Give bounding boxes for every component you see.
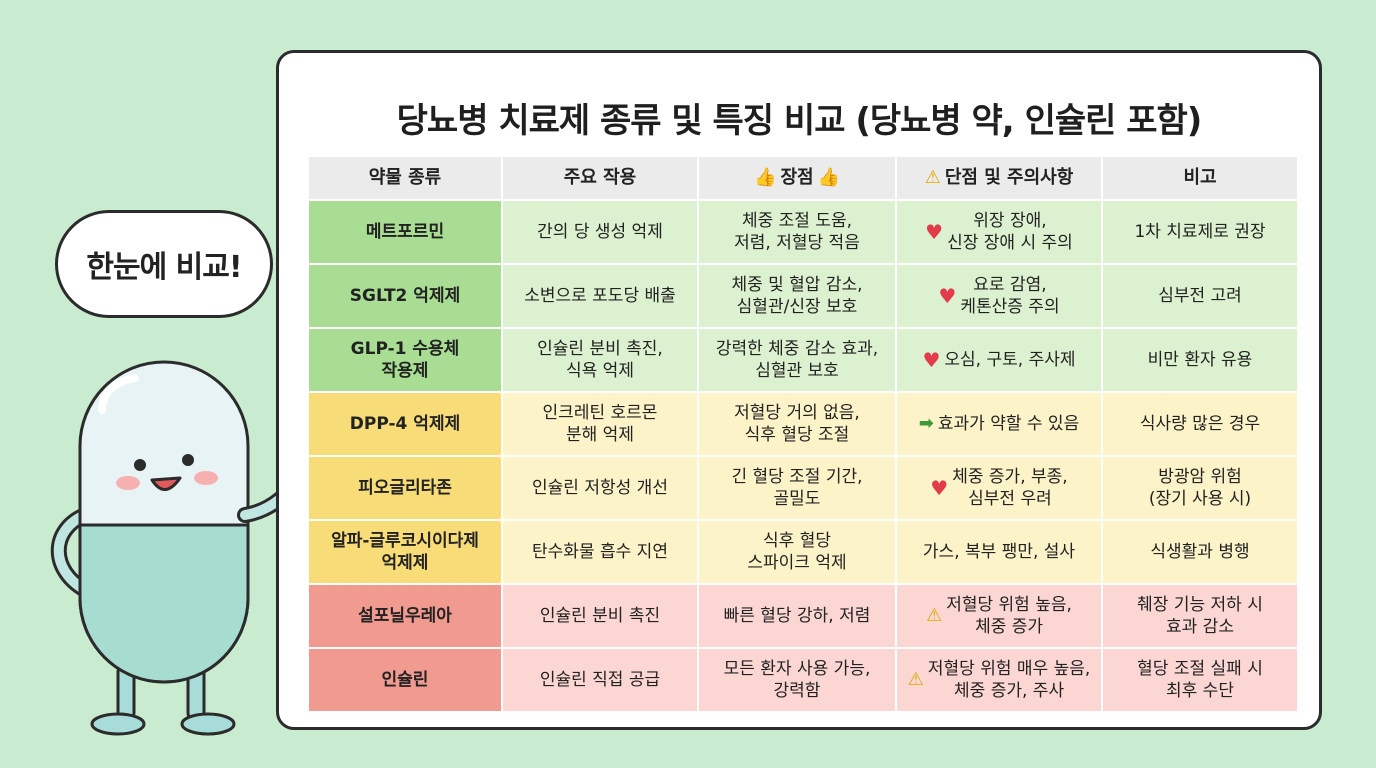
header-cons-label: 단점 및 주의사항 (944, 167, 1074, 188)
comparison-table: 약물 종류 주요 작용 👍 장점 👍 ⚠ 단점 및 주의사항 비고 메트포르민 … (309, 157, 1297, 711)
cons-text: 체중 증가, 부종, 심부전 우려 (952, 467, 1068, 509)
heart-icon: ♥ (930, 476, 949, 500)
table-row-drug: 피오글리타존 (309, 457, 501, 519)
header-cons: ⚠ 단점 및 주의사항 (897, 157, 1101, 199)
table-row-cons: ♥ 오심, 구토, 주사제 (897, 329, 1101, 391)
table-row-cons: ♥ 체중 증가, 부종, 심부전 우려 (897, 457, 1101, 519)
comparison-card: 당뇨병 치료제 종류 및 특징 비교 (당뇨병 약, 인슐린 포함) 약물 종류… (276, 50, 1322, 730)
cons-text: 효과가 약할 수 있음 (937, 414, 1080, 434)
arrow-right-icon: ➡ (918, 413, 934, 434)
table-row-pros: 체중 조절 도움, 저렴, 저혈당 적음 (699, 201, 895, 263)
table-row-drug: 설포닐우레아 (309, 585, 501, 647)
table-row-action: 간의 당 생성 억제 (503, 201, 697, 263)
speech-bubble: 한눈에 비교! (55, 210, 273, 318)
page-title: 당뇨병 치료제 종류 및 특징 비교 (당뇨병 약, 인슐린 포함) (396, 101, 1203, 141)
pill-mascot-illustration (50, 360, 320, 736)
table-row-pros: 모든 환자 사용 가능, 강력함 (699, 649, 895, 711)
cons-text: 가스, 복부 팽만, 설사 (922, 542, 1076, 562)
table-row-action: 탄수화물 흡수 지연 (503, 521, 697, 583)
table-row-drug: SGLT2 억제제 (309, 265, 501, 327)
table-row-note: 비만 환자 유용 (1103, 329, 1297, 391)
table-row-note: 식생활과 병행 (1103, 521, 1297, 583)
table-row-action: 인크레틴 호르몬 분해 억제 (503, 393, 697, 455)
table-row-pros: 긴 혈당 조절 기간, 골밀도 (699, 457, 895, 519)
thumbs-up-icon: 👍 (754, 167, 777, 188)
table-row-pros: 빠른 혈당 강하, 저렴 (699, 585, 895, 647)
table-row-cons: ⚠ 저혈당 위험 매우 높음, 체중 증가, 주사 (897, 649, 1101, 711)
table-row-cons: 가스, 복부 팽만, 설사 (897, 521, 1101, 583)
table-row-drug: 알파-글루코시이다제 억제제 (309, 521, 501, 583)
cons-text: 위장 장애, 신장 장애 시 주의 (947, 211, 1073, 253)
cons-text: 오심, 구토, 주사제 (944, 350, 1076, 370)
header-note: 비고 (1103, 157, 1297, 199)
table-row-drug: DPP-4 억제제 (309, 393, 501, 455)
header-pros-label: 장점 (780, 167, 814, 188)
table-row-note: 식사량 많은 경우 (1103, 393, 1297, 455)
table-row-drug: 메트포르민 (309, 201, 501, 263)
table-row-cons: ➡ 효과가 약할 수 있음 (897, 393, 1101, 455)
table-row-note: 방광암 위험 (장기 사용 시) (1103, 457, 1297, 519)
table-row-action: 인슐린 분비 촉진, 식욕 억제 (503, 329, 697, 391)
cons-text: 요로 감염, 케톤산증 주의 (960, 275, 1060, 317)
table-row-note: 심부전 고려 (1103, 265, 1297, 327)
table-row-pros: 강력한 체중 감소 효과, 심혈관 보호 (699, 329, 895, 391)
table-row-drug: GLP-1 수용체 작용제 (309, 329, 501, 391)
table-row-cons: ♥ 위장 장애, 신장 장애 시 주의 (897, 201, 1101, 263)
header-action: 주요 작용 (503, 157, 697, 199)
table-row-drug: 인슐린 (309, 649, 501, 711)
table-row-pros: 체중 및 혈압 감소, 심혈관/신장 보호 (699, 265, 895, 327)
table-row-action: 소변으로 포도당 배출 (503, 265, 697, 327)
cons-text: 저혈당 위험 매우 높음, 체중 증가, 주사 (927, 659, 1091, 701)
warning-icon: ⚠ (926, 605, 943, 626)
header-drug: 약물 종류 (309, 157, 501, 199)
thumbs-up-icon: 👍 (817, 167, 840, 188)
heart-icon: ♥ (922, 348, 941, 372)
heart-icon: ♥ (925, 220, 944, 244)
header-pros: 👍 장점 👍 (699, 157, 895, 199)
warning-icon: ⚠ (924, 167, 941, 188)
warning-icon: ⚠ (907, 669, 924, 690)
table-row-cons: ⚠ 저혈당 위험 높음, 체중 증가 (897, 585, 1101, 647)
table-row-pros: 저혈당 거의 없음, 식후 혈당 조절 (699, 393, 895, 455)
table-row-action: 인슐린 직접 공급 (503, 649, 697, 711)
table-row-note: 1차 치료제로 권장 (1103, 201, 1297, 263)
speech-bubble-text: 한눈에 비교! (86, 250, 242, 285)
table-row-note: 췌장 기능 저하 시 효과 감소 (1103, 585, 1297, 647)
heart-icon: ♥ (938, 284, 957, 308)
table-row-pros: 식후 혈당 스파이크 억제 (699, 521, 895, 583)
table-row-note: 혈당 조절 실패 시 최후 수단 (1103, 649, 1297, 711)
table-row-cons: ♥ 요로 감염, 케톤산증 주의 (897, 265, 1101, 327)
table-row-action: 인슐린 분비 촉진 (503, 585, 697, 647)
cons-text: 저혈당 위험 높음, 체중 증가 (946, 595, 1072, 637)
table-row-action: 인슐린 저항성 개선 (503, 457, 697, 519)
